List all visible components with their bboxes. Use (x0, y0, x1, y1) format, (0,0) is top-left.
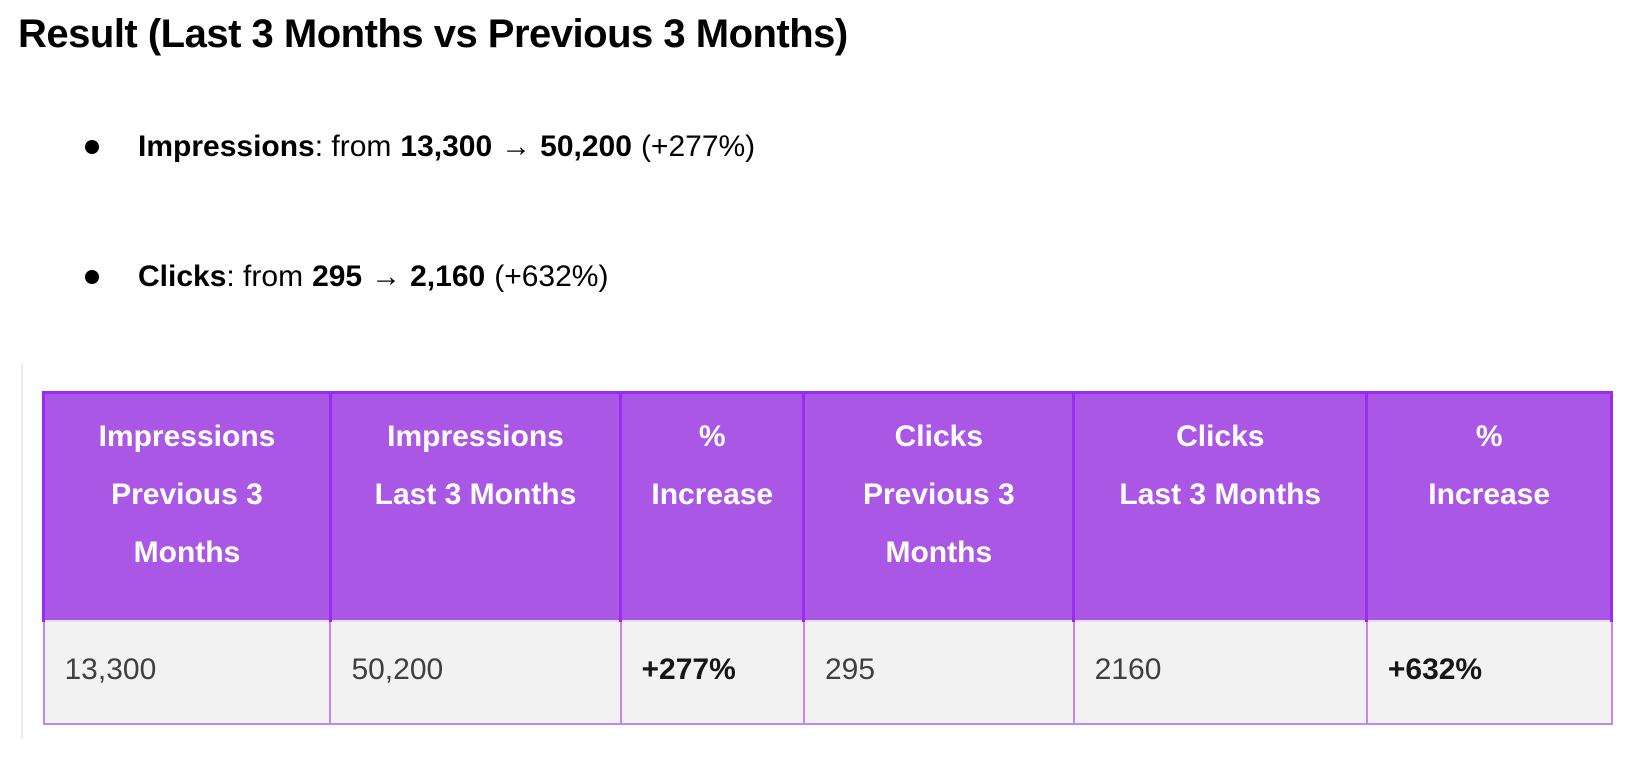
col-header-clicks-last-3-months: Clicks Last 3 Months (1072, 391, 1369, 622)
metric-label: Impressions (138, 130, 315, 163)
metric-to-value: 50,200 (540, 130, 632, 163)
list-item-impressions: Impressions: from 13,300 → 50,200 (+277%) (0, 128, 1626, 166)
metric-separator: : from (314, 130, 392, 163)
metric-to-value: 2,160 (410, 260, 486, 293)
metric-change: (+632%) (494, 260, 609, 293)
col-header-clicks-previous-3-months: Clicks Previous 3 Months (802, 391, 1076, 622)
col-header-impressions-last-3-months: Impressions Last 3 Months (328, 391, 623, 622)
comparison-table: Impressions Previous 3 Months Impression… (42, 391, 1613, 725)
metric-from-value: 13,300 (400, 130, 493, 163)
arrow-right-glyph: → (371, 260, 402, 293)
summary-list: Impressions: from 13,300 → 50,200 (+277%) Cl… (0, 128, 1626, 296)
cell-impressions-previous-3-months: 13,300 (42, 620, 332, 725)
arrow-right-glyph: → (501, 130, 532, 163)
col-header-impressions-previous-3-months: Impressions Previous 3 Months (42, 391, 332, 622)
table-header-row: Impressions Previous 3 Months Impression… (42, 391, 1613, 622)
left-rule-divider (21, 363, 23, 739)
document-page: Result (Last 3 Months vs Previous 3 Mont… (0, 12, 1626, 739)
metric-label: Clicks (138, 260, 227, 293)
comparison-table-section: Impressions Previous 3 Months Impression… (21, 363, 1613, 739)
metric-separator: : from (226, 260, 304, 293)
metric-change: (+277%) (640, 130, 756, 163)
page-title: Result (Last 3 Months vs Previous 3 Mont… (18, 12, 848, 56)
cell-impressions-percent-increase: +277% (619, 620, 805, 725)
cell-clicks-previous-3-months: 295 (802, 620, 1075, 725)
metric-from-value: 295 (312, 260, 363, 293)
col-header-impressions-percent-increase: % Increase (619, 391, 806, 622)
list-item-clicks: Clicks: from 295 → 2,160 (+632%) (0, 258, 1626, 296)
cell-clicks-percent-increase: +632% (1365, 620, 1613, 725)
col-header-clicks-percent-increase: % Increase (1365, 391, 1613, 622)
cell-clicks-last-3-months: 2160 (1072, 620, 1368, 725)
cell-impressions-last-3-months: 50,200 (329, 620, 622, 725)
table-row: 13,300 50,200 +277% 295 2160 +632% (42, 620, 1613, 725)
